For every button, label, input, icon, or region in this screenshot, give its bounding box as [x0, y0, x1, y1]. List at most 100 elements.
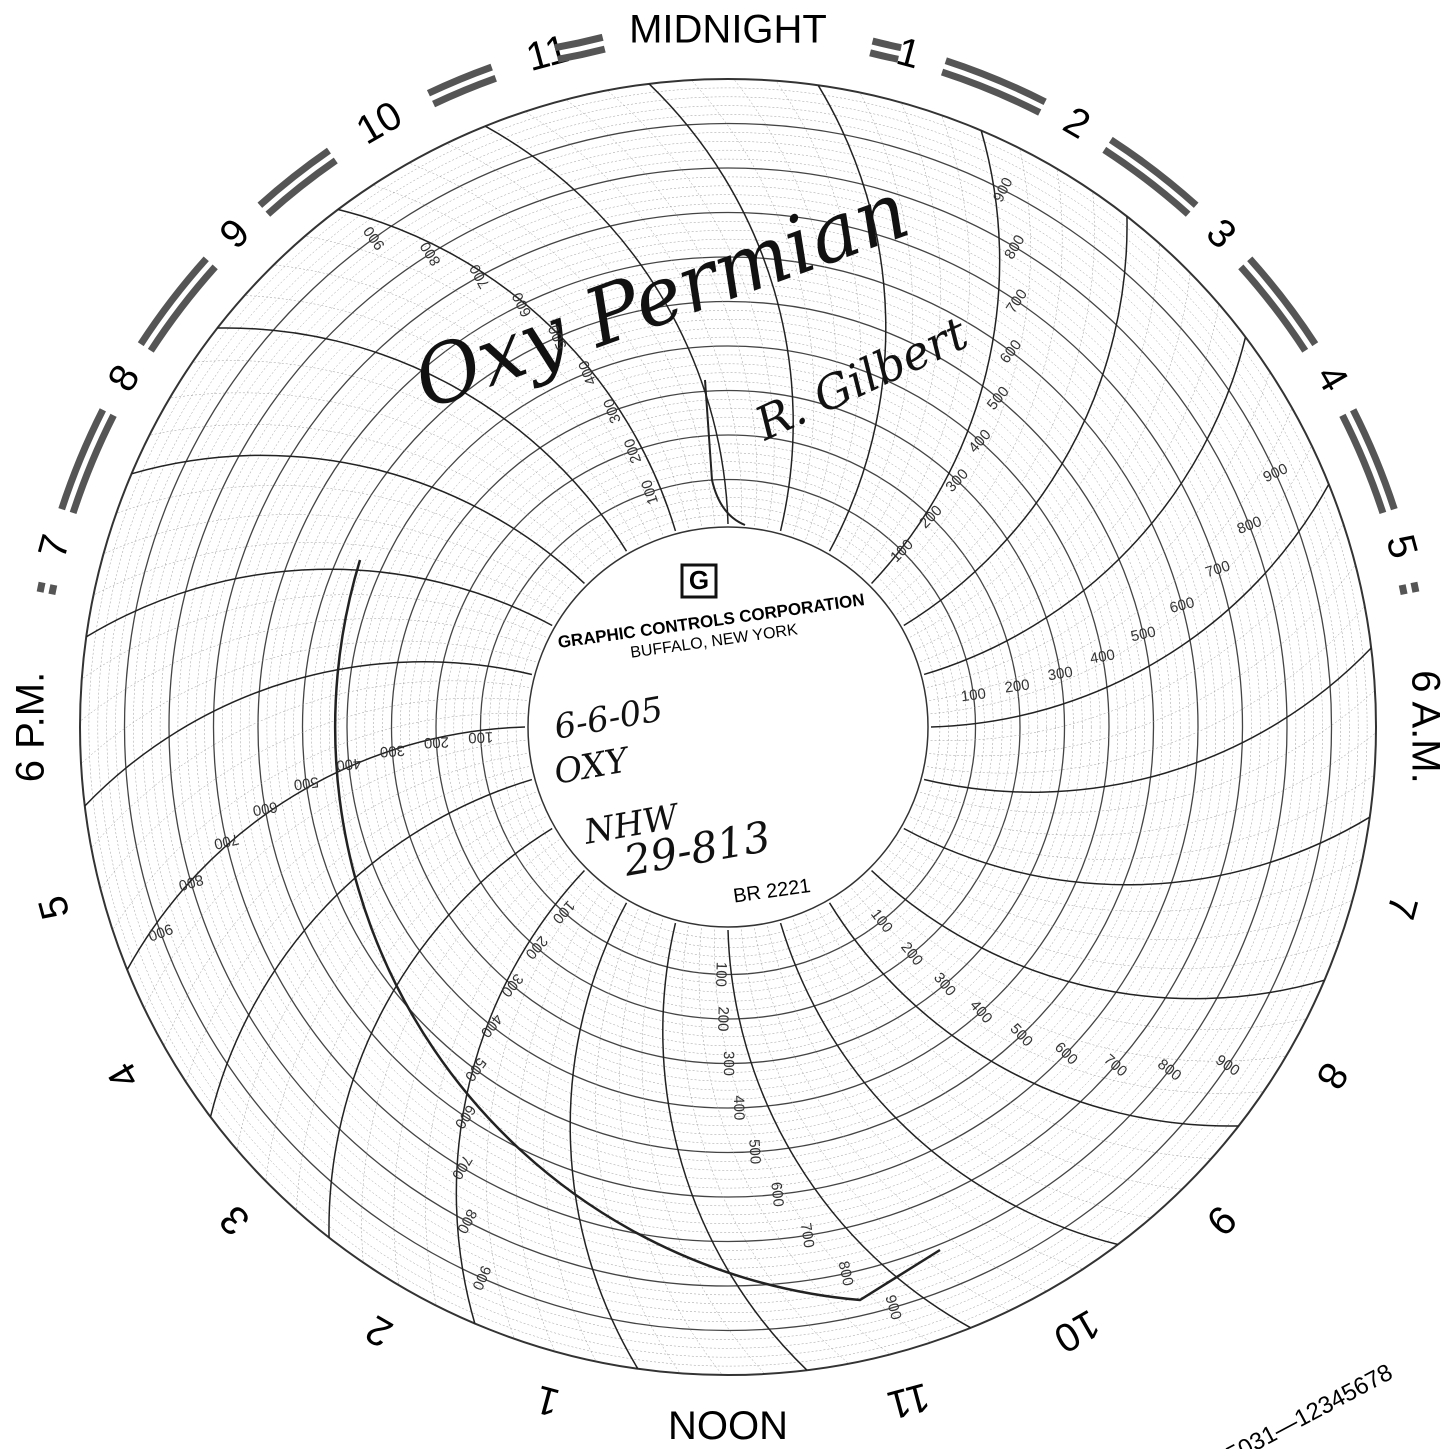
time-line	[923, 336, 1247, 676]
time-line	[648, 83, 794, 532]
ring	[364, 363, 1092, 1091]
scale-label: 600	[997, 337, 1026, 367]
time-line	[169, 392, 605, 567]
scale-label: 100	[468, 728, 494, 746]
scale-label: 900	[146, 920, 175, 944]
time-line	[840, 92, 913, 559]
night-bar	[940, 68, 1042, 116]
ring	[435, 434, 1021, 1020]
scale-label: 300	[497, 970, 526, 1000]
night-bar	[869, 49, 899, 63]
night-bar	[36, 581, 46, 593]
time-line	[927, 371, 1271, 688]
grid	[79, 78, 1377, 1376]
time-line	[163, 753, 527, 1047]
scale-label: 500	[745, 1139, 763, 1165]
time-line	[425, 860, 576, 1306]
scale-label: 400	[1089, 646, 1117, 667]
ring	[426, 425, 1030, 1029]
night-bar	[871, 37, 902, 52]
night-bar	[426, 63, 493, 97]
ring	[168, 167, 1288, 1287]
scale-label: 700	[212, 830, 240, 852]
ring	[506, 505, 950, 949]
scale-label: 700	[1100, 1051, 1130, 1080]
scale-label: 800	[1001, 232, 1028, 262]
time-line	[446, 143, 715, 525]
ring	[328, 327, 1128, 1127]
ring	[489, 488, 967, 966]
ring	[150, 149, 1306, 1305]
scale-label: 700	[797, 1222, 818, 1249]
scale-label: 400	[336, 755, 363, 774]
scale-label: 100	[638, 478, 662, 507]
night-bar	[1238, 264, 1309, 353]
time-line	[524, 111, 742, 525]
ring	[195, 194, 1261, 1260]
ring	[320, 319, 1136, 1135]
time-line	[185, 766, 529, 1083]
time-line	[817, 84, 887, 552]
time-line	[698, 928, 891, 1355]
time-line	[775, 80, 861, 546]
time-line	[595, 908, 681, 1374]
pen-trace	[333, 559, 941, 1302]
night-bar	[1350, 408, 1398, 511]
hour-label: MIDNIGHT	[629, 8, 827, 52]
scale-label: 700	[1003, 286, 1031, 316]
time-line	[662, 922, 808, 1371]
hour-label: 1	[531, 1377, 564, 1425]
scale-label: 700	[466, 261, 493, 291]
time-line	[328, 827, 553, 1238]
time-line	[80, 640, 536, 764]
hour-label: 3	[1198, 210, 1245, 257]
time-line	[565, 99, 758, 526]
night-bar	[432, 75, 497, 108]
time-line	[103, 514, 568, 604]
scale-label: 200	[423, 733, 449, 751]
ring	[462, 461, 994, 993]
ring	[97, 96, 1359, 1358]
time-line	[484, 125, 729, 525]
time-line	[296, 816, 547, 1211]
ring	[409, 408, 1047, 1046]
ring	[284, 283, 1172, 1171]
ring	[88, 87, 1368, 1367]
hour-label: 10	[349, 93, 410, 153]
ring	[390, 389, 1066, 1065]
hour-label: 6 A.M.	[1403, 670, 1447, 783]
time-line	[920, 690, 1376, 814]
hour-label: 7	[30, 530, 78, 563]
time-line	[455, 870, 586, 1324]
hour-label: 9	[211, 210, 258, 257]
hour-label: 11	[883, 1374, 935, 1427]
scale-label: 600	[451, 1101, 479, 1131]
time-line	[871, 869, 1325, 1000]
time-line	[192, 360, 616, 559]
time-line	[915, 272, 1191, 650]
time-line	[741, 929, 1010, 1311]
scale-label: 400	[730, 1095, 748, 1120]
scale-label: 400	[966, 997, 995, 1027]
scale-label: 300	[930, 969, 959, 999]
labels: MIDNIGHT 1 2 3 4 5 6 A.M. 7 8 9 10 11 NOON 1 2 3 4 5 6 P.M…	[9, 8, 1447, 1447]
time-line	[851, 102, 941, 567]
ring	[498, 497, 958, 957]
hour-label: 9	[1198, 1197, 1245, 1244]
time-line	[888, 850, 1353, 940]
time-line	[896, 191, 1095, 615]
hour-label: 4	[99, 1055, 148, 1096]
time-line	[903, 816, 1371, 886]
night-bar	[265, 157, 338, 217]
scale-label: 800	[417, 239, 445, 269]
ring	[239, 238, 1217, 1216]
time-line	[767, 926, 1084, 1270]
time-line	[727, 929, 972, 1329]
night-bar	[69, 413, 117, 515]
scale-label: 600	[251, 798, 279, 819]
scale-label: 200	[522, 932, 551, 962]
logo-mark: G	[689, 565, 709, 595]
scale-label: 900	[990, 175, 1017, 205]
ring	[142, 141, 1314, 1313]
time-line	[569, 902, 639, 1370]
